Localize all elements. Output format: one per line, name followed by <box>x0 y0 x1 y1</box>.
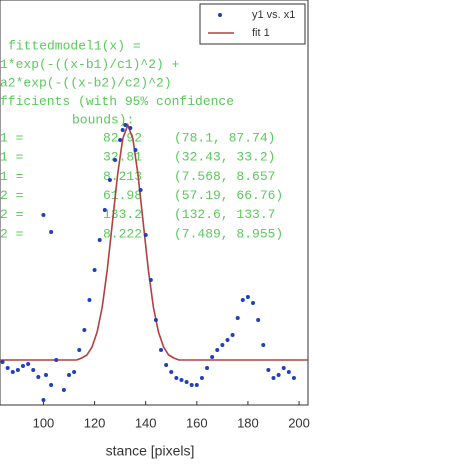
annotation-line: a2*exp(-((x-b2)/c2)^2) <box>0 75 172 90</box>
data-point <box>159 348 164 352</box>
x-axis-label: stance [pixels] <box>106 443 195 459</box>
data-point <box>120 128 125 132</box>
annotation-cell: 8.222 <box>103 226 142 241</box>
data-point <box>179 378 184 382</box>
data-point <box>21 364 26 368</box>
fit-line <box>0 122 308 361</box>
data-point <box>36 375 41 379</box>
data-point <box>235 316 240 320</box>
annotation-cell: (7.568, 8.657 <box>174 169 275 184</box>
x-tick-label: 200 <box>288 415 310 430</box>
annotation-cell: (32.43, 33.2) <box>174 150 275 165</box>
data-point <box>199 376 204 380</box>
x-tick-label: 180 <box>237 415 259 430</box>
data-point <box>225 338 230 342</box>
data-point <box>92 268 97 272</box>
annotation-cell: 2 = <box>0 188 24 203</box>
annotation-line: fittedmodel1(x) = <box>8 38 141 53</box>
data-point <box>41 398 46 402</box>
annotation-cell: 1 = <box>0 150 24 165</box>
legend-marker <box>218 13 222 17</box>
legend-label: fit 1 <box>252 27 270 39</box>
x-tick-label: 120 <box>84 415 106 430</box>
data-point <box>271 376 276 380</box>
data-point <box>113 158 118 162</box>
data-point <box>184 380 189 384</box>
annotation-cell: 32.81 <box>103 150 142 165</box>
data-point <box>77 348 82 352</box>
data-point <box>72 370 77 374</box>
data-point <box>215 348 220 352</box>
data-point <box>87 298 92 302</box>
data-point <box>102 208 107 212</box>
annotation-line: fficients (with 95% confidence <box>0 94 234 109</box>
data-point <box>261 343 266 347</box>
data-point <box>256 318 261 322</box>
data-point <box>276 373 281 377</box>
data-point <box>67 373 72 377</box>
data-point <box>251 301 256 305</box>
annotation-cell: (7.489, 8.955) <box>174 226 283 241</box>
data-point <box>49 230 54 234</box>
data-point <box>82 328 87 332</box>
data-point <box>26 362 31 366</box>
data-point <box>245 295 250 299</box>
data-point <box>205 366 210 370</box>
data-point <box>138 188 143 192</box>
data-point <box>107 178 112 182</box>
data-point <box>118 138 123 142</box>
data-point <box>54 358 59 362</box>
annotation-cell: (57.19, 66.76) <box>174 188 283 203</box>
data-point <box>97 238 102 242</box>
x-tick-label: 100 <box>33 415 55 430</box>
data-point <box>148 278 153 282</box>
data-point <box>5 366 10 370</box>
plot-area <box>0 0 309 406</box>
annotation-cell: 2 = <box>0 207 24 222</box>
data-point <box>44 373 49 377</box>
annotation-cell: 61.98 <box>103 188 142 203</box>
data-point <box>291 376 296 380</box>
data-point <box>286 370 291 374</box>
data-point <box>143 233 148 237</box>
x-tick-label: 160 <box>186 415 208 430</box>
data-point <box>49 383 54 387</box>
data-point <box>128 126 133 130</box>
data-point <box>189 383 194 387</box>
data-point <box>230 333 235 337</box>
data-point <box>10 370 15 374</box>
data-point <box>31 368 36 372</box>
data-point <box>133 148 138 152</box>
data-point <box>15 368 20 372</box>
legend-label: y1 vs. x1 <box>252 9 295 21</box>
annotation-cell: 8.213 <box>103 169 142 184</box>
data-point <box>169 370 174 374</box>
data-point <box>153 318 158 322</box>
data-point <box>174 376 179 380</box>
annotation-cell: 133.2 <box>103 207 142 222</box>
data-point <box>240 298 245 302</box>
data-point <box>266 368 271 372</box>
data-point <box>0 360 5 364</box>
data-point <box>194 383 199 387</box>
annotation-line: bounds): <box>72 112 134 127</box>
data-point <box>41 213 46 217</box>
x-tick-label: 140 <box>135 415 157 430</box>
data-point <box>281 366 286 370</box>
annotation-cell: (132.6, 133.7 <box>174 207 275 222</box>
annotation-cell: 1 = <box>0 130 24 145</box>
data-point <box>220 343 225 347</box>
data-point <box>164 363 169 367</box>
annotation-cell: (78.1, 87.74) <box>174 130 275 145</box>
annotation-line: 1*exp(-((x-b1)/c1)^2) + <box>0 57 180 72</box>
data-point <box>61 388 66 392</box>
annotation-cell: 2 = <box>0 226 24 241</box>
annotation-cell: 1 = <box>0 169 24 184</box>
data-point <box>210 355 215 359</box>
legend-box <box>199 3 306 45</box>
data-point <box>123 123 128 127</box>
